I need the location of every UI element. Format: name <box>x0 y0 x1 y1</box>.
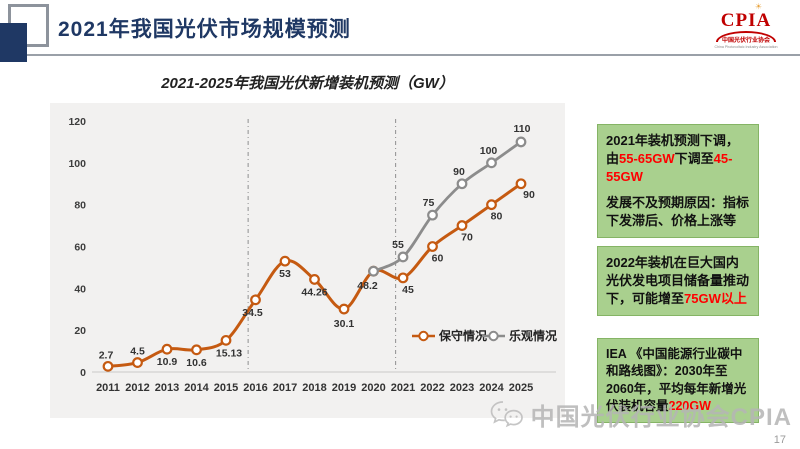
cpia-logo: ☀ CPIA 中国光伏行业协会 China Photovoltaic Indus… <box>710 3 782 49</box>
svg-text:2011: 2011 <box>96 382 120 394</box>
series-conservative-marker <box>279 255 291 267</box>
series-conservative: 2.7 4.5 10.9 10.6 15.13 34.5 53 44.26 30.1 48.2 45… <box>99 178 535 372</box>
svg-text:2015: 2015 <box>214 382 238 394</box>
series-optimistic-label: 110 <box>514 123 531 135</box>
svg-text:2019: 2019 <box>332 382 356 394</box>
y-axis-labels: 0 20 40 60 80 100 120 <box>68 116 86 379</box>
svg-text:2023: 2023 <box>450 382 474 394</box>
svg-text:2017: 2017 <box>273 382 297 394</box>
series-conservative-label: 2.7 <box>99 349 114 361</box>
note-box-iea-roadmap: IEA 《中国能源行业碳中和路线图》：2030年至2060年，平均每年新增光伏装… <box>597 338 759 423</box>
series-optimistic-label: 55 <box>392 239 404 251</box>
logo-cn-name: 中国光伏行业协会 <box>721 38 770 44</box>
series-conservative-marker <box>132 357 143 368</box>
svg-text:0: 0 <box>80 367 86 379</box>
svg-text:2018: 2018 <box>302 382 326 394</box>
series-conservative-label: 45 <box>402 284 414 296</box>
note-text: IEA 《中国能源行业碳中和路线图》：2030年至2060年，平均每年新增光伏装… <box>606 347 747 413</box>
legend: 保守情况 乐观情况 <box>412 328 557 343</box>
series-optimistic-label: 100 <box>480 145 498 157</box>
series-optimistic-label: 90 <box>453 166 465 178</box>
note-highlight: 75GW以上 <box>684 290 747 306</box>
series-conservative-label: 34.5 <box>242 307 263 319</box>
note-text: 2021年装机预测下调，由 <box>606 133 739 166</box>
svg-text:20: 20 <box>74 325 86 337</box>
svg-text:100: 100 <box>68 158 86 170</box>
sun-icon: ☀ <box>754 2 762 11</box>
series-conservative-marker <box>427 241 438 252</box>
series-optimistic: 55 75 90 100 110 <box>368 123 531 277</box>
series-conservative-marker <box>515 178 527 190</box>
svg-text:2014: 2014 <box>184 382 209 394</box>
series-conservative-marker <box>309 274 320 285</box>
svg-text:2016: 2016 <box>243 382 267 394</box>
legend-label: 乐观情况 <box>509 328 557 343</box>
note-text: 2022年装机在巨大国内光伏发电项目储备量推动下，可能增至 <box>606 255 750 306</box>
series-optimistic-marker <box>515 136 527 148</box>
series-conservative-marker <box>161 343 173 355</box>
note-highlight: 220GW <box>668 398 711 413</box>
series-conservative-marker <box>220 334 232 346</box>
svg-text:2020: 2020 <box>361 382 385 394</box>
note-box-2022-forecast: 2022年装机在巨大国内光伏发电项目储备量推动下，可能增至75GW以上 <box>597 246 759 316</box>
page-number: 17 <box>773 434 786 446</box>
svg-text:40: 40 <box>74 283 86 295</box>
series-optimistic-label: 75 <box>423 197 435 209</box>
series-conservative-label: 48.2 <box>357 280 378 292</box>
series-conservative-label: 70 <box>461 232 473 244</box>
logo-en-name: China Photovoltaic Industry Association <box>714 44 778 49</box>
series-conservative-label: 80 <box>491 211 503 223</box>
svg-text:2021: 2021 <box>391 382 415 394</box>
series-optimistic-marker <box>486 157 497 169</box>
series-optimistic-marker <box>456 178 468 190</box>
svg-text:80: 80 <box>74 200 86 212</box>
svg-text:120: 120 <box>68 116 86 128</box>
chart-area: 0 20 40 60 80 100 120 2011 2012 2013 2014 2015 2016 2… <box>50 103 565 418</box>
x-axis-labels: 2011 2012 2013 2014 2015 2016 2017 2018 2019 2020… <box>96 382 533 394</box>
svg-text:60: 60 <box>74 242 86 254</box>
series-conservative-marker <box>397 272 409 284</box>
series-conservative-label: 90 <box>523 189 535 201</box>
series-conservative-label: 10.9 <box>157 356 178 368</box>
wechat-icon <box>490 400 523 427</box>
note-text: 下调至 <box>674 150 714 166</box>
series-optimistic-marker <box>427 209 438 221</box>
series-conservative-marker <box>456 220 468 231</box>
watermark-text: 中国光伏行业协会CPIA <box>530 404 792 431</box>
note-box-2021-forecast: 2021年装机预测下调，由55-65GW下调至45-55GW 发展不及预期原因：指… <box>597 124 759 238</box>
series-conservative-label: 53 <box>279 268 291 280</box>
header-divider <box>27 54 800 56</box>
logo-wordmark: CPIA <box>720 10 772 31</box>
series-conservative-marker <box>250 294 261 306</box>
series-optimistic-marker <box>397 251 409 263</box>
series-conservative-marker <box>338 303 350 315</box>
legend-label: 保守情况 <box>438 328 487 343</box>
note-text: 发展不及预期原因：指标下发滞后、价格上涨等 <box>606 194 750 228</box>
note-highlight: 55-65GW <box>619 150 675 166</box>
chart-title: 2021-2025年我国光伏新增装机预测（GW） <box>161 75 454 92</box>
svg-text:2013: 2013 <box>155 382 179 394</box>
svg-text:2025: 2025 <box>509 382 533 394</box>
svg-text:2024: 2024 <box>479 382 504 394</box>
series-conservative-label: 4.5 <box>130 346 145 358</box>
series-conservative-label: 44.26 <box>301 286 327 298</box>
series-conservative-label: 60 <box>432 253 444 265</box>
series-conservative-marker <box>191 344 202 356</box>
series-conservative-label: 15.13 <box>216 347 242 359</box>
decor-square-navy <box>0 23 27 62</box>
note-highlight: 45-55GW <box>606 150 733 184</box>
series-conservative-marker <box>102 360 114 372</box>
series-optimistic-marker <box>368 265 379 277</box>
series-conservative-marker <box>486 199 497 211</box>
svg-text:2022: 2022 <box>420 382 444 394</box>
svg-text:2012: 2012 <box>125 382 149 394</box>
series-conservative-label: 10.6 <box>186 357 207 369</box>
series-conservative-label: 30.1 <box>334 318 355 330</box>
watermark: 中国光伏行业协会CPIA <box>490 397 792 432</box>
page-title: 2021年我国光伏市场规模预测 <box>58 18 351 41</box>
